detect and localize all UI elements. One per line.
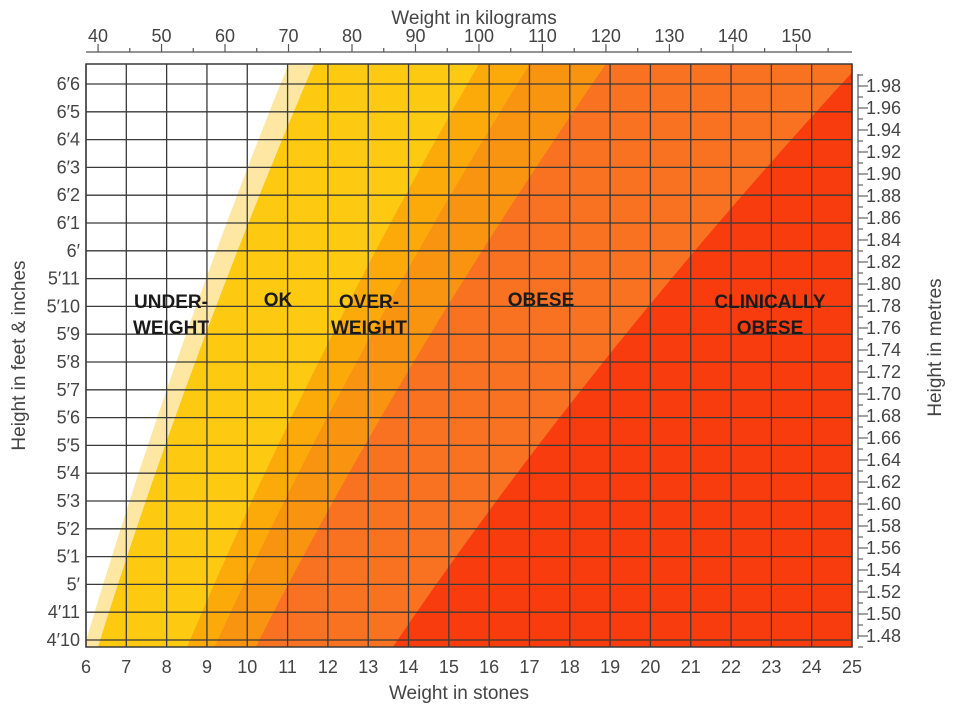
y-tick-label-metres: 1.82 bbox=[866, 252, 901, 272]
y-tick-label-feet-inches: 5′ bbox=[67, 574, 81, 594]
y-tick-label-metres: 1.68 bbox=[866, 406, 901, 426]
top-tick-label-kilograms: 150 bbox=[781, 26, 811, 46]
x-tick-label-stones: 7 bbox=[121, 657, 131, 677]
y-tick-label-feet-inches: 6′3 bbox=[57, 157, 80, 177]
y-tick-label-metres: 1.76 bbox=[866, 318, 901, 338]
label-ok-line: OK bbox=[264, 290, 293, 311]
y-tick-label-metres: 1.90 bbox=[866, 164, 901, 184]
x-tick-label-stones: 25 bbox=[842, 657, 862, 677]
y-tick-label-feet-inches: 6′2 bbox=[57, 185, 80, 205]
y-tick-label-feet-inches: 5′10 bbox=[47, 296, 80, 316]
y-tick-label-feet-inches: 6′1 bbox=[57, 213, 80, 233]
y-axis-title-metres: Height in metres bbox=[925, 278, 946, 416]
y-tick-label-metres: 1.62 bbox=[866, 472, 901, 492]
y-tick-label-metres: 1.74 bbox=[866, 340, 901, 360]
label-clinically-obese-line: CLINICALLY bbox=[714, 292, 826, 313]
label-obese-line: OBESE bbox=[508, 290, 575, 311]
y-tick-label-feet-inches: 5′9 bbox=[57, 324, 80, 344]
y-tick-label-feet-inches: 6′6 bbox=[57, 74, 80, 94]
top-tick-label-kilograms: 90 bbox=[405, 26, 425, 46]
x-tick-label-stones: 22 bbox=[721, 657, 741, 677]
y-axis-title-feet-inches: Height in feet & inches bbox=[9, 260, 30, 450]
y-tick-label-feet-inches: 5′1 bbox=[57, 547, 80, 567]
y-tick-label-feet-inches: 5′11 bbox=[48, 269, 80, 289]
y-tick-label-metres: 1.96 bbox=[866, 98, 901, 118]
y-tick-label-metres: 1.64 bbox=[866, 450, 901, 470]
label-clinically-obese-line: OBESE bbox=[737, 318, 804, 339]
top-tick-label-kilograms: 140 bbox=[718, 26, 748, 46]
x-tick-label-stones: 18 bbox=[560, 657, 580, 677]
y-tick-label-metres: 1.98 bbox=[866, 76, 901, 96]
x-axis-title-stones: Weight in stones bbox=[389, 683, 529, 704]
y-tick-label-metres: 1.50 bbox=[866, 604, 901, 624]
y-tick-label-metres: 1.48 bbox=[866, 626, 901, 646]
y-tick-label-feet-inches: 5′5 bbox=[57, 435, 80, 455]
label-underweight-line: WEIGHT bbox=[133, 318, 209, 339]
top-axis-title-kilograms: Weight in kilograms bbox=[391, 8, 556, 29]
y-tick-label-metres: 1.54 bbox=[866, 560, 901, 580]
x-tick-label-stones: 16 bbox=[479, 657, 499, 677]
label-underweight-line: UNDER- bbox=[134, 292, 208, 313]
y-tick-label-metres: 1.80 bbox=[866, 274, 901, 294]
x-tick-label-stones: 12 bbox=[318, 657, 338, 677]
x-tick-label-stones: 20 bbox=[640, 657, 660, 677]
top-tick-label-kilograms: 100 bbox=[464, 26, 494, 46]
y-tick-label-feet-inches: 5′8 bbox=[57, 352, 80, 372]
y-tick-label-feet-inches: 5′7 bbox=[57, 380, 80, 400]
x-tick-label-stones: 9 bbox=[202, 657, 212, 677]
top-tick-label-kilograms: 80 bbox=[342, 26, 362, 46]
y-tick-label-feet-inches: 5′6 bbox=[57, 408, 80, 428]
y-tick-label-feet-inches: 5′3 bbox=[57, 491, 80, 511]
top-tick-label-kilograms: 120 bbox=[591, 26, 621, 46]
y-tick-label-metres: 1.58 bbox=[866, 516, 901, 536]
top-tick-label-kilograms: 70 bbox=[278, 26, 298, 46]
label-overweight-line: OVER- bbox=[339, 292, 399, 313]
x-tick-label-stones: 24 bbox=[802, 657, 822, 677]
y-tick-label-metres: 1.94 bbox=[866, 120, 901, 140]
x-tick-label-stones: 14 bbox=[399, 657, 419, 677]
y-tick-label-feet-inches: 4′11 bbox=[48, 602, 80, 622]
x-tick-label-stones: 6 bbox=[81, 657, 91, 677]
y-tick-label-metres: 1.86 bbox=[866, 208, 901, 228]
y-tick-label-feet-inches: 6′ bbox=[67, 241, 81, 261]
x-tick-label-stones: 17 bbox=[519, 657, 539, 677]
x-tick-label-stones: 15 bbox=[439, 657, 459, 677]
x-tick-label-stones: 21 bbox=[681, 657, 701, 677]
x-tick-label-stones: 11 bbox=[278, 657, 297, 677]
x-tick-label-stones: 8 bbox=[162, 657, 172, 677]
top-tick-label-kilograms: 50 bbox=[152, 26, 172, 46]
y-tick-label-metres: 1.92 bbox=[866, 142, 901, 162]
y-tick-label-metres: 1.52 bbox=[866, 582, 901, 602]
y-tick-label-metres: 1.78 bbox=[866, 296, 901, 316]
y-tick-label-metres: 1.72 bbox=[866, 362, 901, 382]
top-tick-label-kilograms: 130 bbox=[654, 26, 684, 46]
x-tick-label-stones: 13 bbox=[358, 657, 378, 677]
x-tick-label-stones: 10 bbox=[237, 657, 257, 677]
y-tick-label-metres: 1.84 bbox=[866, 230, 901, 250]
y-tick-label-metres: 1.70 bbox=[866, 384, 901, 404]
y-tick-label-feet-inches: 5′4 bbox=[57, 463, 80, 483]
top-tick-label-kilograms: 60 bbox=[215, 26, 235, 46]
label-overweight-line: WEIGHT bbox=[331, 318, 407, 339]
x-tick-label-stones: 23 bbox=[761, 657, 781, 677]
y-tick-label-metres: 1.60 bbox=[866, 494, 901, 514]
y-tick-label-feet-inches: 5′2 bbox=[57, 519, 80, 539]
y-tick-label-feet-inches: 6′5 bbox=[57, 102, 80, 122]
y-tick-label-metres: 1.88 bbox=[866, 186, 901, 206]
top-tick-label-kilograms: 40 bbox=[88, 26, 108, 46]
x-tick-label-stones: 19 bbox=[600, 657, 620, 677]
y-tick-label-metres: 1.66 bbox=[866, 428, 901, 448]
top-tick-label-kilograms: 110 bbox=[528, 26, 557, 46]
y-tick-label-feet-inches: 4′10 bbox=[47, 630, 80, 650]
y-tick-label-metres: 1.56 bbox=[866, 538, 901, 558]
bmi-regions bbox=[84, 64, 960, 647]
y-tick-label-feet-inches: 6′4 bbox=[57, 130, 80, 150]
